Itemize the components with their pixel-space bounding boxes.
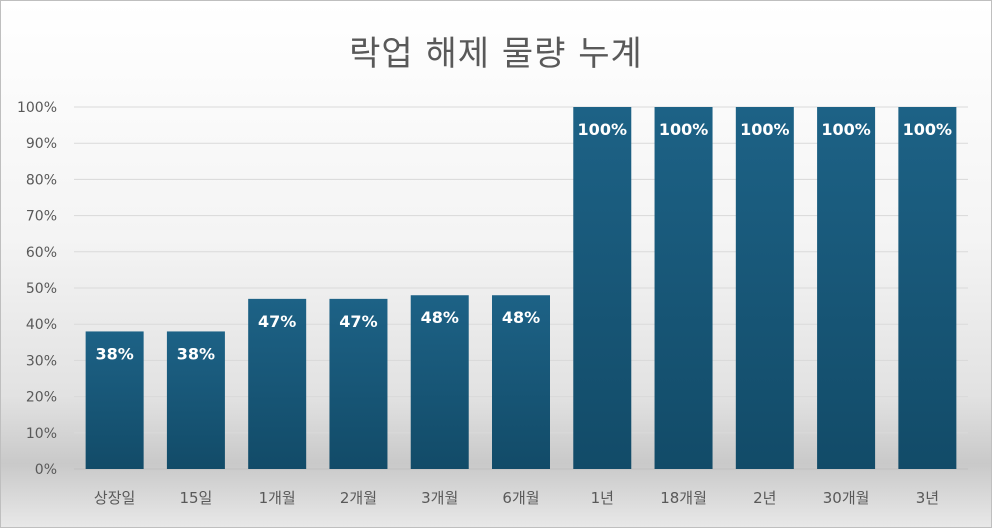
bars: 38% 38% 47% 47% 48% 48% 100% 100% 100% 100% 100% bbox=[85, 107, 957, 469]
chart-title: 락업 해제 물량 누계 bbox=[349, 34, 643, 74]
y-axis-ticks: 0% 10% 20% 30% 40% 50% 60% 70% 80% 90% 100% bbox=[17, 100, 57, 478]
y-tick-label: 90% bbox=[26, 136, 57, 152]
data-label: 47% bbox=[339, 312, 377, 331]
data-label: 100% bbox=[659, 120, 708, 139]
x-tick-label: 3년 bbox=[916, 489, 939, 507]
bar bbox=[573, 107, 632, 469]
x-tick-label: 6개월 bbox=[502, 489, 539, 507]
x-tick-label: 1개월 bbox=[259, 489, 296, 507]
x-tick-label: 상장일 bbox=[94, 489, 135, 507]
y-tick-label: 40% bbox=[26, 317, 57, 333]
data-label: 100% bbox=[821, 120, 870, 139]
data-label: 38% bbox=[95, 344, 133, 363]
x-tick-label: 1년 bbox=[591, 489, 614, 507]
bar bbox=[735, 107, 794, 469]
y-tick-label: 60% bbox=[26, 245, 57, 261]
data-label: 100% bbox=[578, 120, 627, 139]
x-tick-label: 2개월 bbox=[340, 489, 377, 507]
bar bbox=[248, 298, 307, 469]
bar bbox=[492, 295, 550, 469]
bar bbox=[654, 107, 713, 469]
data-label: 100% bbox=[903, 120, 952, 139]
bar bbox=[898, 107, 957, 469]
x-tick-label: 30개월 bbox=[823, 489, 870, 507]
y-tick-label: 30% bbox=[26, 353, 57, 369]
data-label: 48% bbox=[421, 308, 459, 327]
bar bbox=[166, 331, 225, 469]
y-tick-label: 20% bbox=[26, 390, 57, 406]
bar bbox=[85, 331, 144, 469]
data-label: 100% bbox=[740, 120, 789, 139]
x-tick-label: 18개월 bbox=[660, 489, 707, 507]
bar bbox=[410, 295, 469, 469]
y-tick-label: 0% bbox=[35, 462, 57, 478]
x-axis-ticks: 상장일 15일 1개월 2개월 3개월 6개월 1년 18개월 2년 30개월 3년 bbox=[94, 489, 939, 507]
x-tick-label: 15일 bbox=[179, 489, 212, 507]
bar bbox=[329, 298, 388, 469]
y-tick-label: 80% bbox=[26, 172, 57, 188]
y-tick-label: 100% bbox=[17, 100, 57, 116]
y-tick-label: 70% bbox=[26, 209, 57, 225]
y-tick-label: 10% bbox=[26, 426, 57, 442]
y-tick-label: 50% bbox=[26, 281, 57, 297]
data-label: 48% bbox=[502, 308, 540, 327]
bar bbox=[817, 107, 876, 469]
data-label: 47% bbox=[258, 312, 296, 331]
x-tick-label: 3개월 bbox=[421, 489, 458, 507]
data-label: 38% bbox=[177, 344, 215, 363]
x-tick-label: 2년 bbox=[753, 489, 776, 507]
